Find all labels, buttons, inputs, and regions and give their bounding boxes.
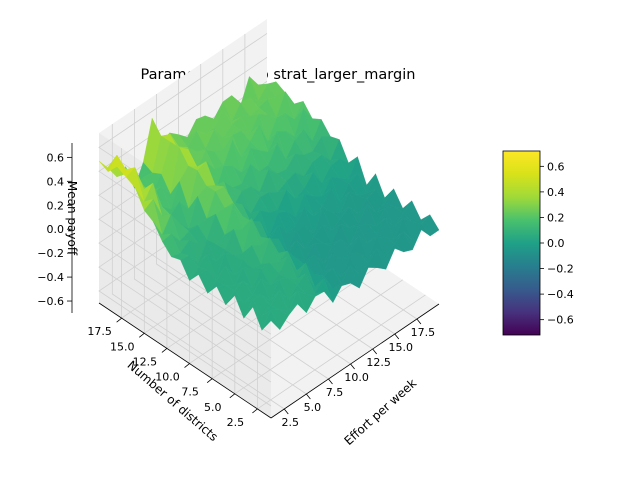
x-tick-label: 15.0 (389, 341, 414, 354)
y-tick-label: 15.0 (110, 340, 135, 353)
y-tick-label: 2.5 (227, 416, 245, 429)
y-tick-label: 17.5 (87, 325, 112, 338)
x-tick-mark (350, 363, 355, 370)
colorbar-tick-label: 0.6 (547, 160, 565, 173)
x-tick-mark (306, 393, 311, 400)
x-axis-line (270, 303, 440, 419)
surface-plot (98, 75, 440, 331)
x-tick-label: 2.5 (282, 416, 300, 429)
z-tick-label: 0.0 (47, 223, 65, 236)
z-tick-label: 0.4 (47, 175, 65, 188)
z-tick-label: −0.6 (37, 295, 64, 308)
y-tick-mark (206, 378, 213, 383)
colorbar-tick-label: −0.2 (547, 263, 574, 276)
y-tick-label: 10.0 (155, 371, 180, 384)
y-tick-label: 5.0 (204, 401, 222, 414)
axis-lines (71, 143, 440, 419)
x-tick-mark (283, 408, 289, 415)
y-tick-mark (229, 393, 236, 399)
x-tick-mark (416, 318, 422, 325)
x-tick-label: 17.5 (411, 326, 436, 339)
y-tick-mark (139, 332, 145, 338)
y-tick-mark (116, 317, 122, 323)
surface-patch (261, 309, 280, 331)
grid-line-x (133, 109, 307, 395)
x-tick-mark (372, 348, 377, 355)
x-tick-label: 5.0 (304, 401, 322, 414)
z-axis-label: Mean payoff (65, 181, 79, 256)
colorbar (502, 150, 541, 336)
colorbar-tick-label: 0.0 (547, 237, 565, 250)
colorbar-tick-label: 0.4 (547, 186, 565, 199)
colorbar-tick-label: 0.2 (547, 211, 565, 224)
x-tick-mark (394, 333, 400, 340)
x-tick-label: 12.5 (366, 356, 391, 369)
y-axis-line (98, 302, 272, 419)
x-tick-label: 7.5 (326, 386, 344, 399)
y-tick-mark (252, 408, 258, 414)
z-tick-label: −0.4 (37, 271, 64, 284)
colorbar-tick-label: −0.4 (547, 288, 574, 301)
colorbar-ticks: −0.6 −0.4 −0.2 0.0 0.2 0.4 0.6 (540, 160, 574, 327)
z-tick-label: −0.2 (37, 247, 64, 260)
y-tick-mark (161, 348, 168, 353)
y-tick-mark (184, 363, 190, 368)
tick-labels: 2.55.07.510.012.515.017.52.55.07.510.012… (37, 151, 435, 429)
x-axis-label: Effort per week (341, 376, 419, 448)
y-tick-label: 12.5 (133, 355, 158, 368)
x-tick-mark (328, 378, 333, 385)
y-tick-label: 7.5 (181, 386, 199, 399)
x-tick-label: 10.0 (344, 371, 369, 384)
surface-patch (420, 214, 440, 237)
z-tick-label: 0.2 (47, 199, 65, 212)
colorbar-tick-label: −0.6 (547, 314, 574, 327)
z-tick-label: 0.6 (47, 151, 65, 164)
